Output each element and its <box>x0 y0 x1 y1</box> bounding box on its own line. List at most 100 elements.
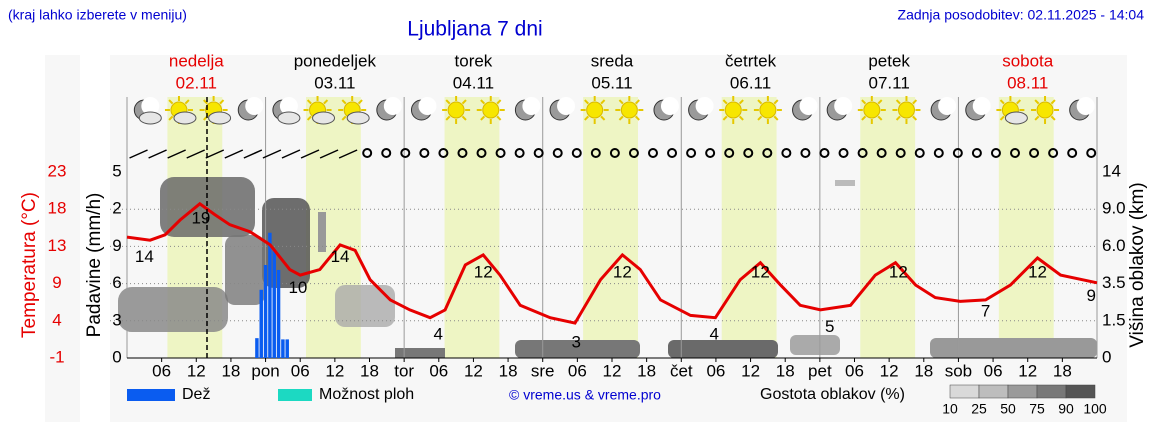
x-tick-label: 12 <box>325 361 344 380</box>
rain-bar <box>263 265 268 358</box>
sun-ray <box>1050 115 1056 121</box>
temperature-extreme-label: 14 <box>135 247 154 266</box>
sun-ray <box>1016 99 1021 105</box>
cloud-area <box>318 212 326 252</box>
temperature-tick-label: 4 <box>52 310 61 329</box>
moon-icon <box>141 97 160 115</box>
sun-ray <box>861 99 867 105</box>
density-label: 100 <box>1083 401 1107 417</box>
sun-ray <box>341 115 347 121</box>
moon-icon <box>799 97 818 115</box>
axis-panel <box>45 55 80 422</box>
temperature-line <box>126 201 1098 325</box>
sun-ray <box>584 99 590 105</box>
x-tick-label: 18 <box>1053 361 1072 380</box>
precipitation-tick-label: 5 <box>112 161 121 180</box>
wind-calm <box>514 148 525 158</box>
legend: Dež Možnost ploh © vreme.us & vreme.pro Gos… <box>127 384 1107 417</box>
sun-ray <box>496 115 502 121</box>
cloud-area <box>335 285 395 327</box>
density-swatch <box>1065 384 1096 399</box>
legend-label: Gostota oblakov (%) <box>760 386 905 403</box>
legend-swatch <box>278 389 312 401</box>
temperature-extreme-label: 12 <box>474 263 493 282</box>
sun-ray <box>496 99 502 105</box>
temperature-tick-label: 13 <box>48 236 67 255</box>
cloud-icon <box>1004 111 1028 125</box>
cloud-icon <box>277 111 301 125</box>
wind-calm <box>705 148 716 158</box>
sun-ray <box>634 99 640 105</box>
wind-barb <box>262 149 282 159</box>
wind-barb <box>129 149 148 159</box>
rain-bar <box>272 250 276 358</box>
cloud-area <box>395 348 445 358</box>
sun-icon <box>897 101 915 119</box>
day-name: petek <box>868 51 910 70</box>
sun-ray <box>168 99 174 105</box>
x-tick-label: 12 <box>187 361 206 380</box>
wind-row <box>129 148 1097 159</box>
rain-bar <box>268 232 272 358</box>
legend-swatch <box>127 389 175 401</box>
rain-bar <box>276 269 281 358</box>
sun-ray <box>618 99 624 105</box>
temperature-extreme-label: 7 <box>981 301 990 320</box>
sun-ray <box>877 115 883 121</box>
day-name: torek <box>455 51 493 70</box>
temperature-extreme-label: 9 <box>1086 286 1095 305</box>
precipitation-tick-label: 3 <box>112 310 121 329</box>
x-tick-label: 06 <box>706 361 725 380</box>
sun-icon <box>586 101 604 119</box>
wind-calm <box>381 148 392 158</box>
daylight-band <box>444 97 500 358</box>
sun-ray <box>773 99 779 105</box>
x-tick-label: 12 <box>1018 361 1037 380</box>
wind-barb <box>243 149 263 159</box>
wind-barb <box>167 149 186 159</box>
sun-ray <box>757 99 763 105</box>
day-date: 07.11 <box>869 73 910 92</box>
day-name: ponedeljek <box>294 51 377 70</box>
sun-ray <box>357 99 363 105</box>
x-tick-label: 12 <box>603 361 622 380</box>
x-tick-label: sob <box>945 361 972 380</box>
day-name: četrtek <box>725 51 777 70</box>
sun-ray <box>738 99 744 105</box>
density-label: 25 <box>971 401 987 417</box>
rain-bar <box>255 338 259 358</box>
cloud-icon <box>138 111 162 125</box>
sun-ray <box>184 99 190 105</box>
daylight-band <box>721 97 777 358</box>
wind-barb <box>186 149 206 159</box>
x-tick-label: pon <box>251 361 279 380</box>
day-date: 02.11 <box>176 73 217 92</box>
wind-barb <box>148 149 167 159</box>
temperature-extreme-label: 5 <box>825 317 834 336</box>
x-tick-label: 18 <box>499 361 518 380</box>
temperature-extreme-label: 12 <box>613 263 632 282</box>
density-swatch <box>1036 384 1067 399</box>
density-label: 90 <box>1058 401 1074 417</box>
cloud-icon <box>346 111 370 125</box>
wind-barb <box>281 149 301 159</box>
sun-ray <box>445 115 451 121</box>
legend-label: Možnost ploh <box>319 386 414 403</box>
density-label: 50 <box>1000 401 1016 417</box>
sun-ray <box>895 99 901 105</box>
wind-calm <box>1086 148 1097 158</box>
wind-calm <box>552 148 563 158</box>
wind-calm <box>571 148 582 158</box>
moon-icon <box>522 97 541 115</box>
x-tick-label: sre <box>531 361 555 380</box>
temperature-extreme-label: 12 <box>889 263 908 282</box>
wind-calm <box>590 148 601 158</box>
sun-ray <box>1050 99 1056 105</box>
sun-ray <box>341 99 347 105</box>
legend-label: Dež <box>182 386 210 403</box>
sun-ray <box>323 99 329 105</box>
wind-calm <box>419 148 430 158</box>
temperature-extreme-label: 14 <box>331 247 350 266</box>
x-tick-label: 18 <box>221 361 240 380</box>
